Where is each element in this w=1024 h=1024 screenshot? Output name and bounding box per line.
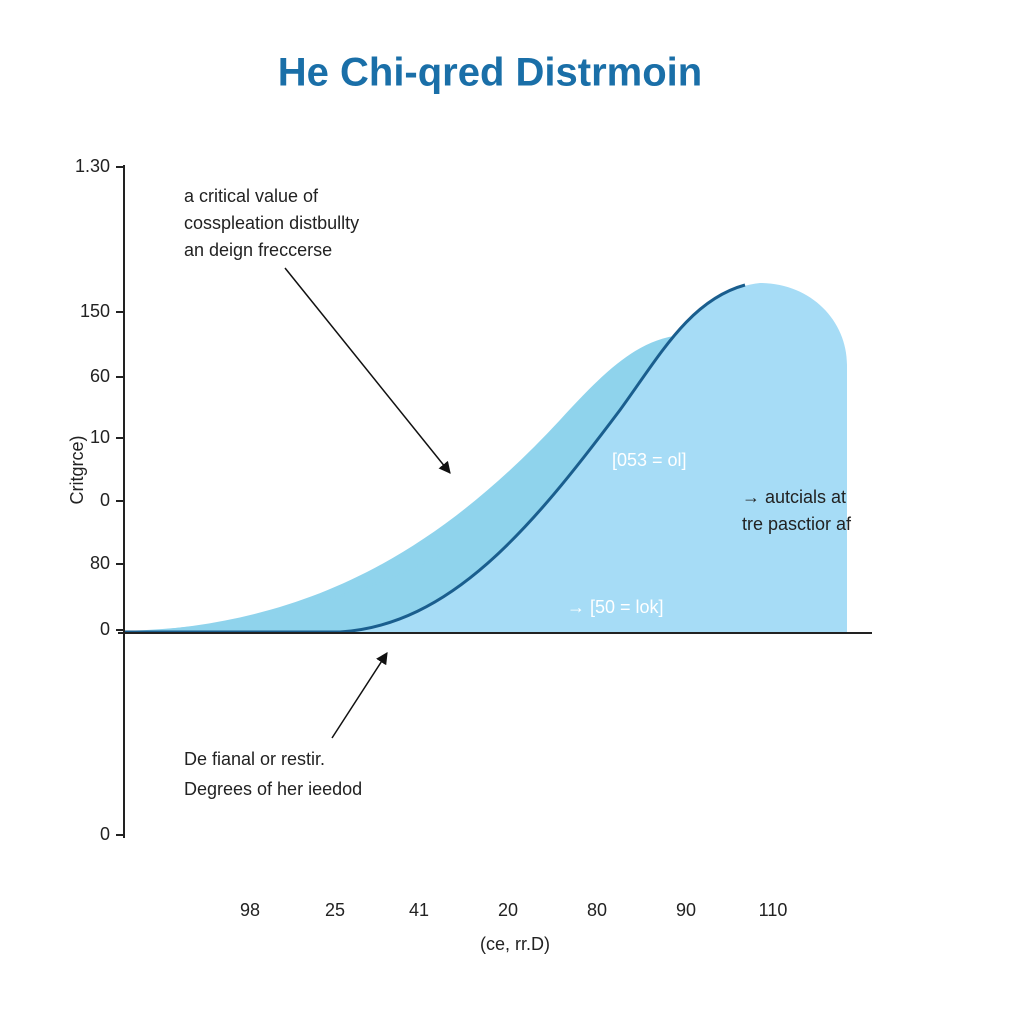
y-tick-label: 80 [90, 553, 110, 573]
annotation: cosspleation distbullty [184, 213, 359, 233]
annotation: [053 = ol] [612, 450, 687, 470]
x-axis-label: (ce, rr.D) [480, 934, 550, 954]
annotation: De fianal or restir. [184, 749, 325, 769]
y-axis-label: Critgrce) [67, 435, 87, 504]
curve [124, 283, 746, 634]
x-tick-label: 25 [325, 900, 345, 920]
annotation: tre pasctior af [742, 514, 852, 534]
x-tick-label: 90 [676, 900, 696, 920]
x-tick-label: 80 [587, 900, 607, 920]
y-tick-label: 150 [80, 301, 110, 321]
y-tick-label: 1.30 [75, 156, 110, 176]
annotation: Degrees of her ieedod [184, 779, 362, 799]
area-edge [123, 554, 441, 633]
x-tick-label: 20 [498, 900, 518, 920]
annotation: → autcials at [742, 487, 846, 507]
chart-title: He Chi-qred Distrmoin [278, 51, 702, 95]
x-ticks: 98 25 41 20 80 90 110 [240, 900, 787, 920]
light-area [340, 283, 847, 632]
y-tick-label: 0 [100, 824, 110, 844]
arrow [331, 651, 388, 739]
annotation: a critical value of [184, 186, 319, 206]
x-tick-label: 110 [759, 900, 788, 920]
y-tick-label: 60 [90, 366, 110, 386]
arrow [284, 267, 451, 474]
x-tick-label: 41 [409, 900, 429, 920]
annotation: an deign freccerse [184, 240, 332, 260]
y-tick-label: 0 [100, 490, 110, 510]
y-ticks: 1.30 150 60 10 0 80 0 0 [75, 156, 124, 844]
x-tick-label: 98 [240, 900, 260, 920]
y-tick-label: 10 [90, 427, 110, 447]
y-tick-label: 0 [100, 619, 110, 639]
annotation: → [50 = lok] [567, 597, 664, 617]
